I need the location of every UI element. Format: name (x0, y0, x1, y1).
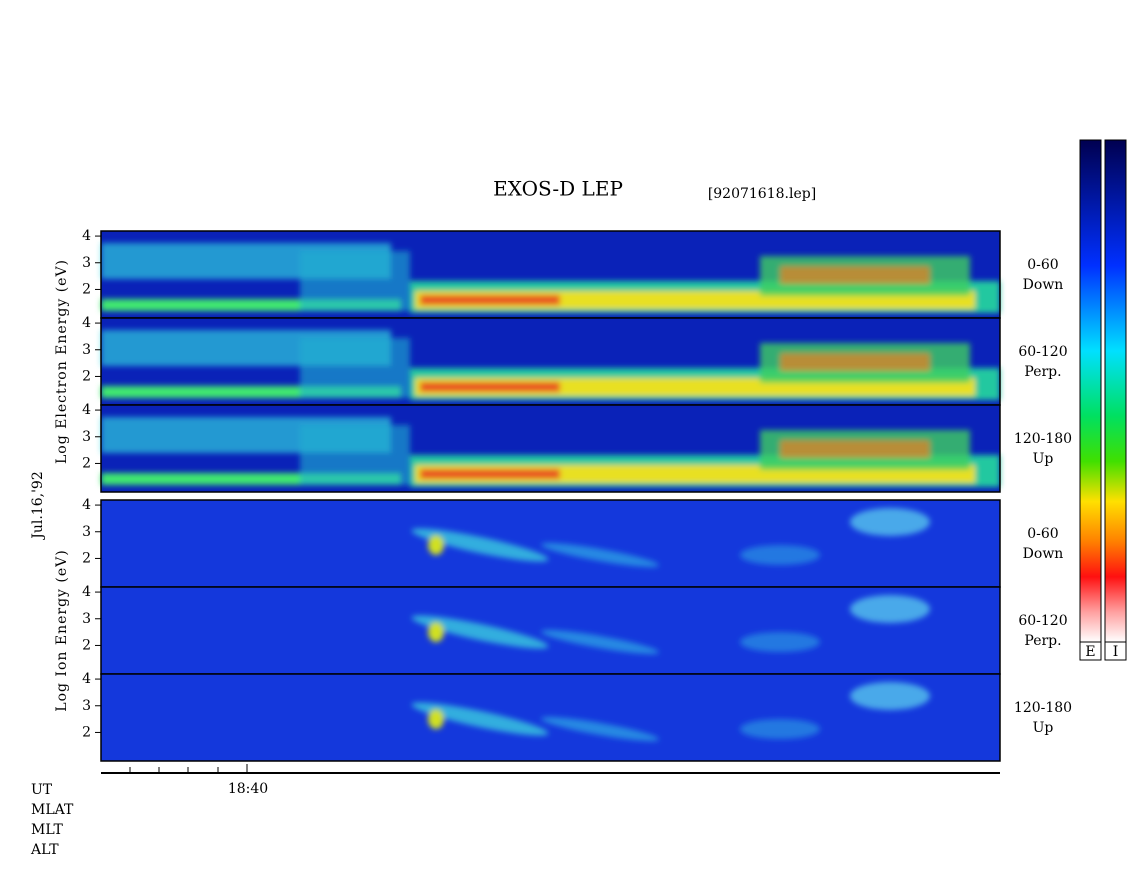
streak (850, 682, 930, 710)
spectrogram-texture (101, 330, 1000, 400)
y-tick-label: 2 (82, 550, 91, 566)
streak (740, 719, 820, 739)
spot (428, 622, 444, 642)
spectrogram-texture (411, 595, 930, 654)
streak (411, 702, 549, 736)
panels: 2 3 4 0-60 Down 2 3 4 60-120 Perp. 2 3 4 120-180 Up Log… (54, 228, 1072, 762)
y-tick-label: 3 (82, 611, 91, 627)
footer-label: UT (31, 782, 53, 798)
panel-label: Perp. (1024, 364, 1061, 380)
colorbar-label-box (1104, 641, 1127, 661)
spectrogram-panel: 2 3 4 0-60 Down (82, 497, 1064, 588)
y-tick-label: 2 (82, 281, 91, 297)
streak (850, 508, 930, 536)
spectrogram-panel: 2 3 4 0-60 Down (82, 228, 1064, 319)
y-tick-label: 2 (82, 724, 91, 740)
spectrogram-texture (101, 417, 1000, 487)
spot (428, 709, 444, 729)
panel-border (100, 404, 1001, 493)
panel-label: Down (1023, 277, 1064, 293)
footer-label: MLAT (31, 802, 74, 818)
y-tick-label: 3 (82, 524, 91, 540)
band (300, 251, 410, 311)
spectrogram-texture (411, 508, 930, 567)
panel-label: 60-120 (1018, 344, 1067, 360)
footer-labels: UT MLAT MLT ALT (30, 782, 74, 858)
y-tick-label: 2 (82, 637, 91, 653)
spot (428, 535, 444, 555)
y-axis-label: Log Ion Energy (eV) (54, 549, 70, 711)
y-tick-label: 3 (82, 429, 91, 445)
panel-label: Up (1033, 451, 1054, 467)
panel-label: 0-60 (1027, 526, 1058, 542)
panel-label: 60-120 (1018, 613, 1067, 629)
panel-label: 120-180 (1014, 700, 1072, 716)
x-tick-label: 18:40 (228, 781, 268, 797)
panel-label: 0-60 (1027, 257, 1058, 273)
y-tick-label: 4 (82, 671, 91, 687)
panel-label: Down (1023, 546, 1064, 562)
spectrogram-panel: 2 3 4 120-180 Up (82, 671, 1072, 762)
minor-ticks (129, 764, 248, 773)
streak (411, 528, 549, 562)
colorbar (1079, 139, 1102, 643)
panel-border (100, 673, 1001, 762)
spectrogram-panel: 2 3 4 60-120 Perp. (82, 315, 1068, 406)
date: Jul.16,'92 (30, 471, 46, 540)
y-tick-label: 2 (82, 368, 91, 384)
colorbar-label: E (1085, 644, 1095, 660)
y-tick-label: 4 (82, 497, 91, 513)
y-tick-label: 3 (82, 342, 91, 358)
y-tick-label: 3 (82, 698, 91, 714)
streak (540, 717, 660, 741)
spectrogram-panel: 2 3 4 60-120 Perp. (82, 584, 1068, 675)
streak (850, 595, 930, 623)
band (300, 425, 410, 485)
band (420, 295, 560, 305)
spectrogram-texture (411, 682, 930, 741)
streak (540, 630, 660, 654)
band (780, 353, 930, 371)
y-axis-label: Log Electron Energy (eV) (54, 259, 70, 464)
y-tick-label: 2 (82, 455, 91, 471)
panel-label: Perp. (1024, 633, 1061, 649)
band (420, 469, 560, 479)
streak (411, 615, 549, 649)
spectrogram-texture (101, 243, 1000, 313)
panel-label: 120-180 (1014, 431, 1072, 447)
colorbar-label-box (1079, 641, 1102, 661)
footer-label: ALT (30, 842, 59, 858)
footer-label: MLT (31, 822, 63, 838)
title: EXOS-D LEP (493, 177, 623, 201)
y-tick-label: 4 (82, 228, 91, 244)
spectrogram-panel: 2 3 4 120-180 Up (82, 402, 1072, 493)
y-tick-label: 3 (82, 255, 91, 271)
streak (540, 543, 660, 567)
streak (740, 632, 820, 652)
y-tick-label: 4 (82, 315, 91, 331)
band (780, 440, 930, 458)
colorbar (1104, 139, 1127, 643)
band (300, 338, 410, 398)
y-tick-label: 4 (82, 402, 91, 418)
file-name: [92071618.lep] (708, 186, 816, 202)
y-tick-label: 4 (82, 584, 91, 600)
panel-label: Up (1033, 720, 1054, 736)
band (420, 382, 560, 392)
streak (740, 545, 820, 565)
colorbar-label: I (1113, 644, 1119, 660)
band (780, 266, 930, 284)
